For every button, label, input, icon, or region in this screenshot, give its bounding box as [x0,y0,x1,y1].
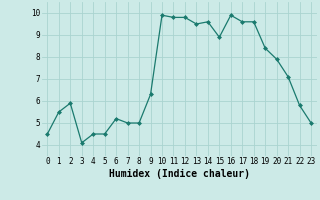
X-axis label: Humidex (Indice chaleur): Humidex (Indice chaleur) [109,169,250,179]
